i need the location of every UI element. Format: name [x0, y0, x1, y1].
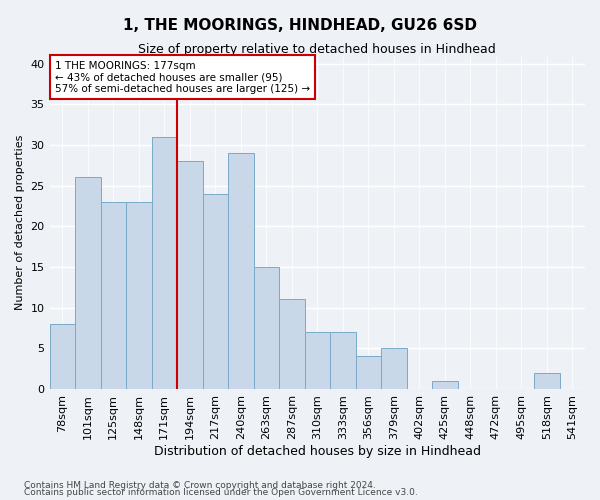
Bar — [203, 194, 228, 389]
Text: 1 THE MOORINGS: 177sqm
← 43% of detached houses are smaller (95)
57% of semi-det: 1 THE MOORINGS: 177sqm ← 43% of detached… — [55, 60, 310, 94]
Bar — [432, 381, 458, 389]
Bar — [254, 267, 279, 389]
Bar — [305, 332, 330, 389]
Bar — [279, 300, 305, 389]
Bar — [126, 202, 152, 389]
Bar — [356, 356, 381, 389]
Bar — [101, 202, 126, 389]
Text: Contains HM Land Registry data © Crown copyright and database right 2024.: Contains HM Land Registry data © Crown c… — [24, 480, 376, 490]
Bar — [75, 178, 101, 389]
Y-axis label: Number of detached properties: Number of detached properties — [15, 134, 25, 310]
Bar — [50, 324, 75, 389]
Bar — [228, 153, 254, 389]
Text: 1, THE MOORINGS, HINDHEAD, GU26 6SD: 1, THE MOORINGS, HINDHEAD, GU26 6SD — [123, 18, 477, 32]
Bar — [330, 332, 356, 389]
X-axis label: Distribution of detached houses by size in Hindhead: Distribution of detached houses by size … — [154, 444, 481, 458]
Text: Contains public sector information licensed under the Open Government Licence v3: Contains public sector information licen… — [24, 488, 418, 497]
Title: Size of property relative to detached houses in Hindhead: Size of property relative to detached ho… — [139, 42, 496, 56]
Bar — [534, 372, 560, 389]
Bar — [381, 348, 407, 389]
Bar — [152, 137, 177, 389]
Bar — [177, 161, 203, 389]
